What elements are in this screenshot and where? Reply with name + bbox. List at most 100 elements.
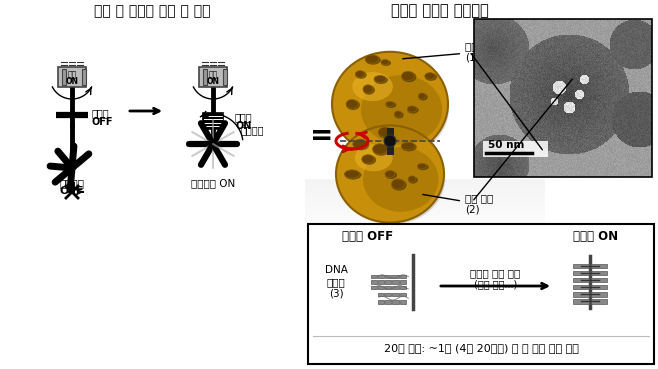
Bar: [392, 275, 399, 278]
Ellipse shape: [385, 171, 397, 179]
Bar: [591, 271, 607, 275]
Ellipse shape: [345, 170, 361, 180]
Ellipse shape: [378, 127, 392, 137]
FancyBboxPatch shape: [58, 67, 86, 87]
Bar: [573, 271, 589, 275]
Bar: [573, 285, 589, 289]
Text: OFF: OFF: [60, 186, 84, 196]
Text: 동력전달: 동력전달: [59, 178, 84, 188]
Ellipse shape: [386, 102, 396, 108]
Ellipse shape: [365, 55, 381, 65]
Ellipse shape: [374, 76, 386, 83]
Bar: [370, 280, 377, 284]
Bar: [385, 275, 392, 278]
Bar: [305, 223, 545, 224]
Ellipse shape: [381, 60, 391, 66]
Bar: [305, 185, 545, 186]
Bar: [305, 190, 545, 191]
Ellipse shape: [339, 59, 449, 157]
Ellipse shape: [417, 164, 429, 170]
Text: 엔진: 엔진: [209, 70, 218, 79]
Bar: [305, 191, 545, 193]
Bar: [392, 280, 399, 284]
Bar: [305, 194, 545, 196]
Bar: [305, 179, 545, 180]
Bar: [305, 203, 545, 204]
Bar: [370, 275, 377, 278]
Bar: [305, 221, 545, 223]
Bar: [305, 200, 545, 201]
Ellipse shape: [425, 73, 435, 79]
Text: ON: ON: [207, 76, 220, 86]
Bar: [378, 280, 384, 284]
Bar: [483, 141, 548, 157]
Bar: [399, 280, 406, 284]
Bar: [378, 300, 384, 304]
Ellipse shape: [418, 93, 428, 100]
Bar: [305, 197, 545, 199]
Ellipse shape: [401, 143, 417, 151]
Bar: [591, 299, 607, 304]
Bar: [305, 180, 545, 182]
Text: DNA
클러치
(3): DNA 클러치 (3): [324, 265, 347, 299]
Bar: [573, 264, 589, 268]
Ellipse shape: [408, 176, 418, 183]
Ellipse shape: [355, 71, 367, 79]
Ellipse shape: [346, 100, 358, 108]
Bar: [305, 206, 545, 207]
Ellipse shape: [363, 85, 375, 95]
Bar: [305, 183, 545, 185]
Text: 50 nm: 50 nm: [488, 140, 524, 150]
Ellipse shape: [378, 128, 393, 138]
Bar: [305, 193, 545, 194]
Bar: [591, 264, 607, 268]
Ellipse shape: [355, 144, 393, 171]
Bar: [591, 278, 607, 282]
Ellipse shape: [346, 100, 360, 110]
Ellipse shape: [394, 111, 403, 118]
Bar: [399, 300, 406, 304]
Bar: [399, 293, 406, 296]
Text: 클러치 OFF: 클러치 OFF: [342, 230, 393, 242]
Ellipse shape: [363, 85, 373, 93]
Bar: [308, 224, 654, 364]
Bar: [305, 210, 545, 212]
Bar: [591, 292, 607, 297]
Ellipse shape: [385, 170, 395, 177]
Bar: [591, 285, 607, 289]
Bar: [305, 212, 545, 214]
Ellipse shape: [425, 73, 437, 81]
Text: ON: ON: [66, 76, 78, 86]
Ellipse shape: [372, 144, 388, 154]
Ellipse shape: [332, 52, 448, 156]
Bar: [305, 215, 545, 217]
Bar: [385, 280, 392, 284]
Text: OFF: OFF: [92, 117, 113, 127]
Ellipse shape: [352, 72, 393, 101]
Bar: [378, 275, 384, 278]
Bar: [573, 278, 589, 282]
Bar: [474, 19, 652, 177]
Text: 클러치: 클러치: [235, 112, 253, 122]
Ellipse shape: [343, 132, 445, 224]
Text: 엔진: 엔진: [67, 70, 76, 79]
Bar: [305, 201, 545, 203]
Bar: [385, 293, 392, 296]
Bar: [305, 204, 545, 206]
Bar: [385, 300, 392, 304]
Bar: [399, 286, 406, 289]
Ellipse shape: [353, 139, 367, 149]
Bar: [305, 199, 545, 200]
Ellipse shape: [381, 59, 389, 65]
Text: ON: ON: [235, 121, 251, 131]
Bar: [305, 214, 545, 215]
Bar: [378, 286, 384, 289]
Bar: [305, 209, 545, 210]
Ellipse shape: [401, 72, 417, 82]
Bar: [573, 299, 589, 304]
Bar: [305, 217, 545, 218]
Bar: [203, 69, 207, 85]
Bar: [62, 69, 66, 85]
Text: 클러치: 클러치: [92, 108, 110, 118]
Ellipse shape: [407, 106, 417, 112]
